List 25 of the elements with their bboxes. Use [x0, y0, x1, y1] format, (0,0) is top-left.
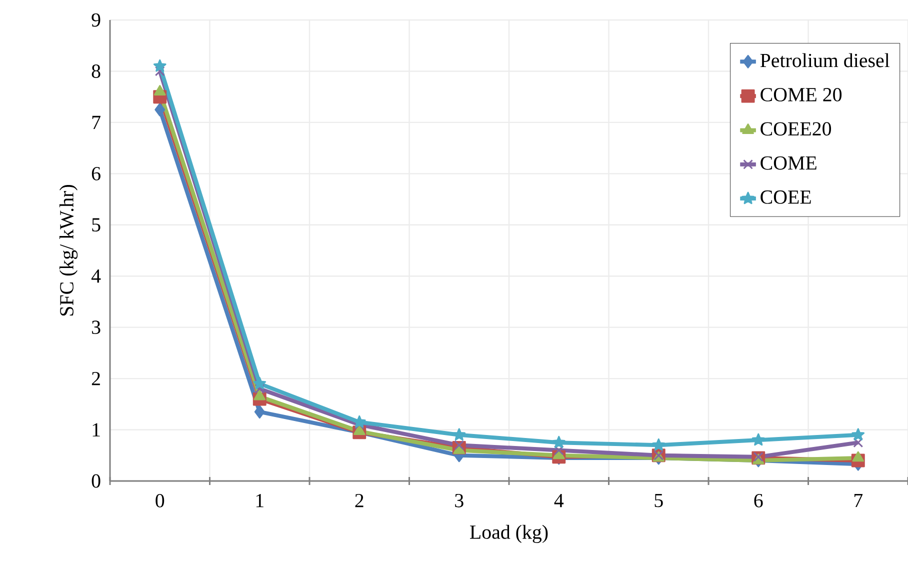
- y-tick-label: 9: [92, 13, 100, 27]
- y-tick-label: 4: [91, 270, 101, 283]
- x-tick-label: 0: [156, 494, 164, 508]
- y-tick-label: 6: [92, 166, 100, 180]
- x-tick-label: 1: [256, 494, 264, 508]
- y-tick-label: 0: [92, 474, 100, 488]
- y-tick-label: 1: [92, 423, 100, 436]
- x-tick-label: 6: [754, 494, 763, 508]
- legend-label: COEE20: [760, 122, 832, 136]
- x-tick-label: 7: [854, 494, 863, 507]
- legend-label: COEE: [760, 190, 811, 204]
- y-tick-label: 5: [92, 218, 100, 232]
- x-tick-label: 4: [554, 494, 564, 508]
- y-tick-label: 2: [92, 372, 100, 386]
- y-tick-label: 3: [92, 320, 100, 334]
- x-tick-label: 3: [455, 494, 464, 508]
- y-axis-title: SFC (kg/ kW.hr): [59, 185, 78, 316]
- legend-label: COME 20: [760, 88, 842, 102]
- legend-label: Petrolium diesel: [760, 53, 890, 68]
- legend-label: COME: [760, 156, 816, 170]
- y-tick-label: 7: [92, 116, 100, 129]
- x-tick-label: 5: [654, 494, 663, 508]
- x-axis-title: Load (kg): [470, 524, 548, 543]
- y-tick-label: 8: [92, 64, 100, 78]
- x-tick-label: 2: [355, 494, 364, 508]
